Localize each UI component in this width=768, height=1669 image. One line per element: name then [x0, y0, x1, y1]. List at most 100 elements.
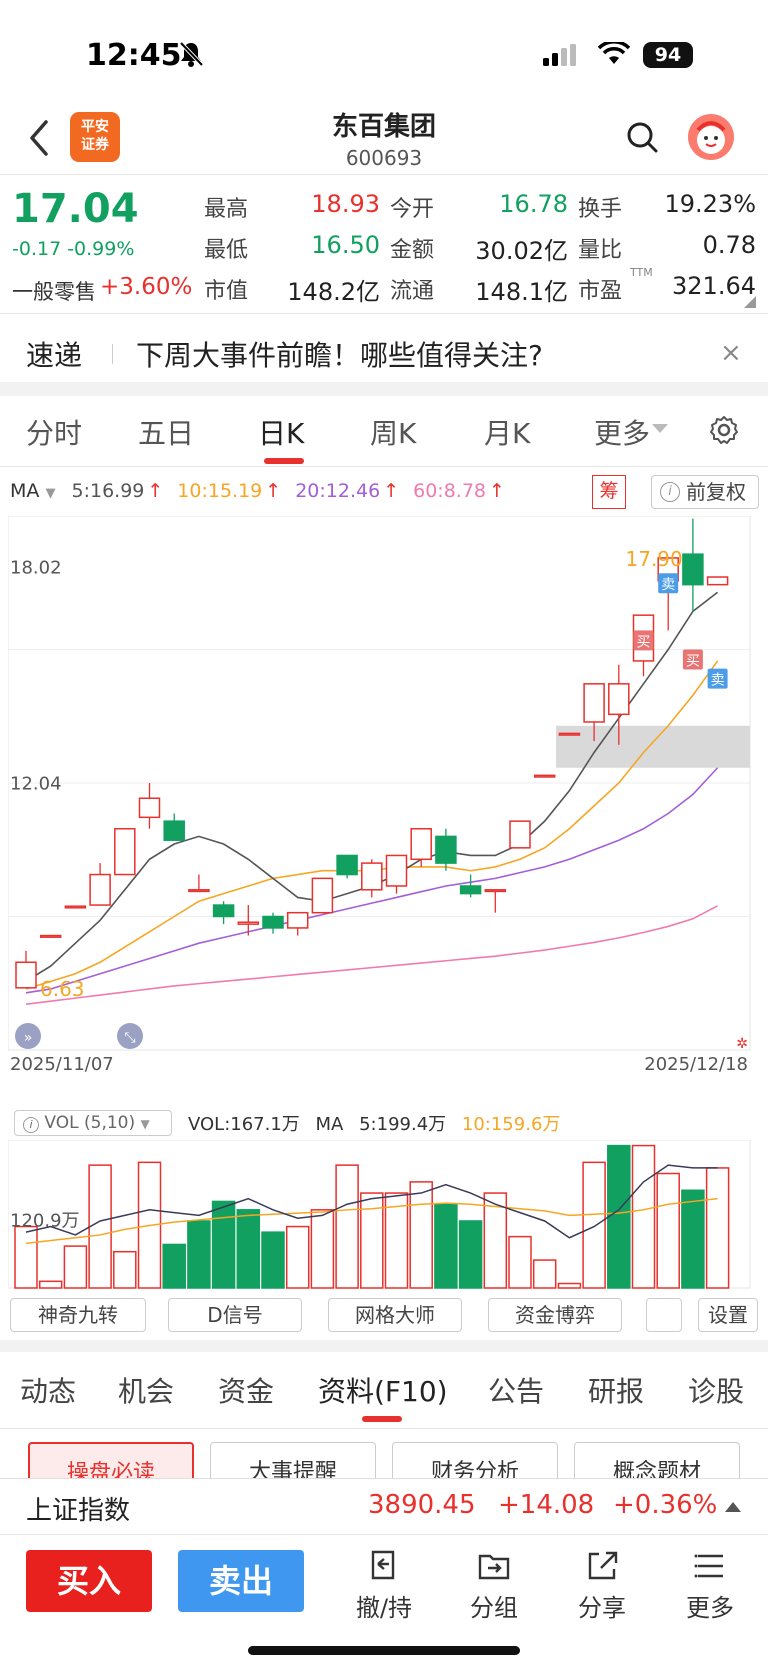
- candle[interactable]: [262, 912, 284, 934]
- candle[interactable]: [509, 820, 531, 849]
- index-value: 3890.45: [368, 1490, 476, 1520]
- candle[interactable]: [583, 683, 605, 742]
- tab-period-4[interactable]: 月K: [484, 417, 531, 450]
- tab-info-0[interactable]: 动态: [20, 1375, 77, 1408]
- indicator-button[interactable]: 设置: [698, 1298, 758, 1332]
- sector-change[interactable]: +3.60%: [100, 274, 193, 300]
- tool-folder[interactable]: 分组: [454, 1548, 534, 1623]
- candle[interactable]: [459, 874, 482, 898]
- candle[interactable]: [533, 774, 556, 778]
- candle[interactable]: [138, 783, 161, 829]
- avatar[interactable]: [688, 114, 734, 160]
- tool-share[interactable]: 分享: [562, 1548, 642, 1623]
- candle[interactable]: [89, 863, 111, 906]
- indicator-button[interactable]: 网格大师: [328, 1298, 462, 1332]
- ma-item: 20:12.46: [295, 480, 381, 502]
- indicator-button[interactable]: D信号: [168, 1298, 302, 1332]
- tab-info-3[interactable]: 资料(F10): [318, 1375, 448, 1408]
- bell-off-icon: [179, 41, 204, 67]
- home-indicator[interactable]: [248, 1646, 520, 1655]
- tab-info-2[interactable]: 资金: [218, 1375, 275, 1408]
- svg-text:卖: 卖: [711, 673, 725, 689]
- tab-period-1[interactable]: 五日: [138, 417, 195, 450]
- quote-sup: TTM: [630, 266, 653, 279]
- volume-bar: [113, 1250, 137, 1289]
- back-icon[interactable]: [24, 118, 54, 158]
- candle[interactable]: [410, 828, 432, 867]
- period-tab-indicator: [264, 458, 304, 464]
- signal-buy-marker[interactable]: 买: [682, 649, 703, 670]
- candle[interactable]: [361, 859, 383, 898]
- tab-period-2[interactable]: 日K: [258, 417, 305, 450]
- candle[interactable]: [15, 950, 37, 989]
- adjust-mode-label: 前复权: [686, 480, 746, 504]
- tab-period-3[interactable]: 周K: [370, 417, 417, 450]
- candle[interactable]: [237, 905, 260, 936]
- scroll-left-icon[interactable]: »: [15, 1023, 41, 1049]
- candle[interactable]: [188, 874, 210, 893]
- adjust-mode-button[interactable]: i 前复权: [651, 475, 759, 509]
- tab-info-5[interactable]: 研报: [588, 1375, 645, 1408]
- volume-bar: [705, 1167, 730, 1289]
- ma-legend[interactable]: MA ▼ 5:16.99 ↑ 10:15.19 ↑ 20:12.46 ↑ 60:8.78 ↑: [10, 480, 505, 502]
- tab-info-1[interactable]: 机会: [118, 1375, 175, 1408]
- gear-mini-icon[interactable]: ✲: [736, 1036, 748, 1052]
- quote-value: 16.78: [499, 190, 568, 218]
- svg-text:买: 买: [686, 654, 700, 670]
- volume-indicator-select[interactable]: i VOL (5,10) ▼: [14, 1110, 172, 1136]
- chip-distribution-button[interactable]: 筹: [592, 475, 626, 509]
- gear-icon[interactable]: [708, 414, 740, 446]
- vol-ma-label: MA: [315, 1114, 344, 1135]
- tab-period-5[interactable]: 更多: [594, 417, 651, 450]
- quote-label: 量比: [578, 238, 623, 263]
- candle[interactable]: [114, 828, 136, 876]
- candle[interactable]: [385, 854, 408, 894]
- zoom-icon[interactable]: ⤡: [117, 1023, 143, 1049]
- candle[interactable]: [64, 905, 87, 909]
- search-icon[interactable]: [625, 120, 659, 154]
- candle[interactable]: [311, 877, 334, 914]
- candle[interactable]: [682, 518, 704, 612]
- indicator-button[interactable]: 神奇九转: [10, 1298, 146, 1332]
- sector-label[interactable]: 一般零售: [12, 280, 96, 304]
- volume-bar: [310, 1209, 335, 1289]
- candle[interactable]: [558, 732, 581, 736]
- signal-buy-marker[interactable]: 买: [633, 630, 654, 651]
- indicator-button-partial[interactable]: [646, 1298, 682, 1332]
- index-bar[interactable]: [0, 1478, 768, 1534]
- header-divider: [0, 174, 768, 175]
- chevron-down-icon[interactable]: [652, 424, 668, 434]
- indicator-button[interactable]: 资金博弈: [488, 1298, 622, 1332]
- tool-menu[interactable]: 更多: [670, 1548, 750, 1623]
- candle[interactable]: [163, 813, 185, 841]
- tab-period-0[interactable]: 分时: [26, 417, 83, 450]
- volume-bar: [162, 1243, 186, 1289]
- sell-button[interactable]: 卖出: [178, 1550, 304, 1612]
- candle[interactable]: [706, 576, 729, 586]
- x-end-label: 2025/12/18: [644, 1054, 748, 1075]
- caret-up-icon[interactable]: [725, 1500, 741, 1512]
- close-icon[interactable]: ×: [720, 338, 742, 368]
- candle[interactable]: [212, 901, 235, 925]
- signal-sell-marker[interactable]: 卖: [658, 573, 679, 594]
- candle[interactable]: [608, 664, 630, 745]
- tab-info-4[interactable]: 公告: [488, 1375, 545, 1408]
- signal-sell-marker[interactable]: 卖: [707, 668, 728, 689]
- news-headline[interactable]: 下周大事件前瞻！哪些值得关注?: [136, 339, 543, 372]
- candle[interactable]: [39, 934, 62, 938]
- vol-ma10-line: [25, 1197, 718, 1245]
- volume-bar: [508, 1235, 532, 1289]
- tool-undo-hold[interactable]: 撤/持: [344, 1548, 424, 1623]
- quote-divider: [0, 313, 768, 314]
- candle[interactable]: [435, 828, 457, 871]
- candle[interactable]: [336, 854, 358, 879]
- candle[interactable]: [484, 889, 507, 913]
- index-name: 上证指数: [26, 1496, 131, 1526]
- wifi-icon: [598, 42, 630, 64]
- candle[interactable]: [286, 911, 309, 936]
- tab-info-6[interactable]: 诊股: [688, 1375, 745, 1408]
- ma20-line: [25, 767, 719, 994]
- buy-button[interactable]: 买入: [26, 1550, 152, 1612]
- volume-chart[interactable]: 120.9万: [8, 1140, 760, 1290]
